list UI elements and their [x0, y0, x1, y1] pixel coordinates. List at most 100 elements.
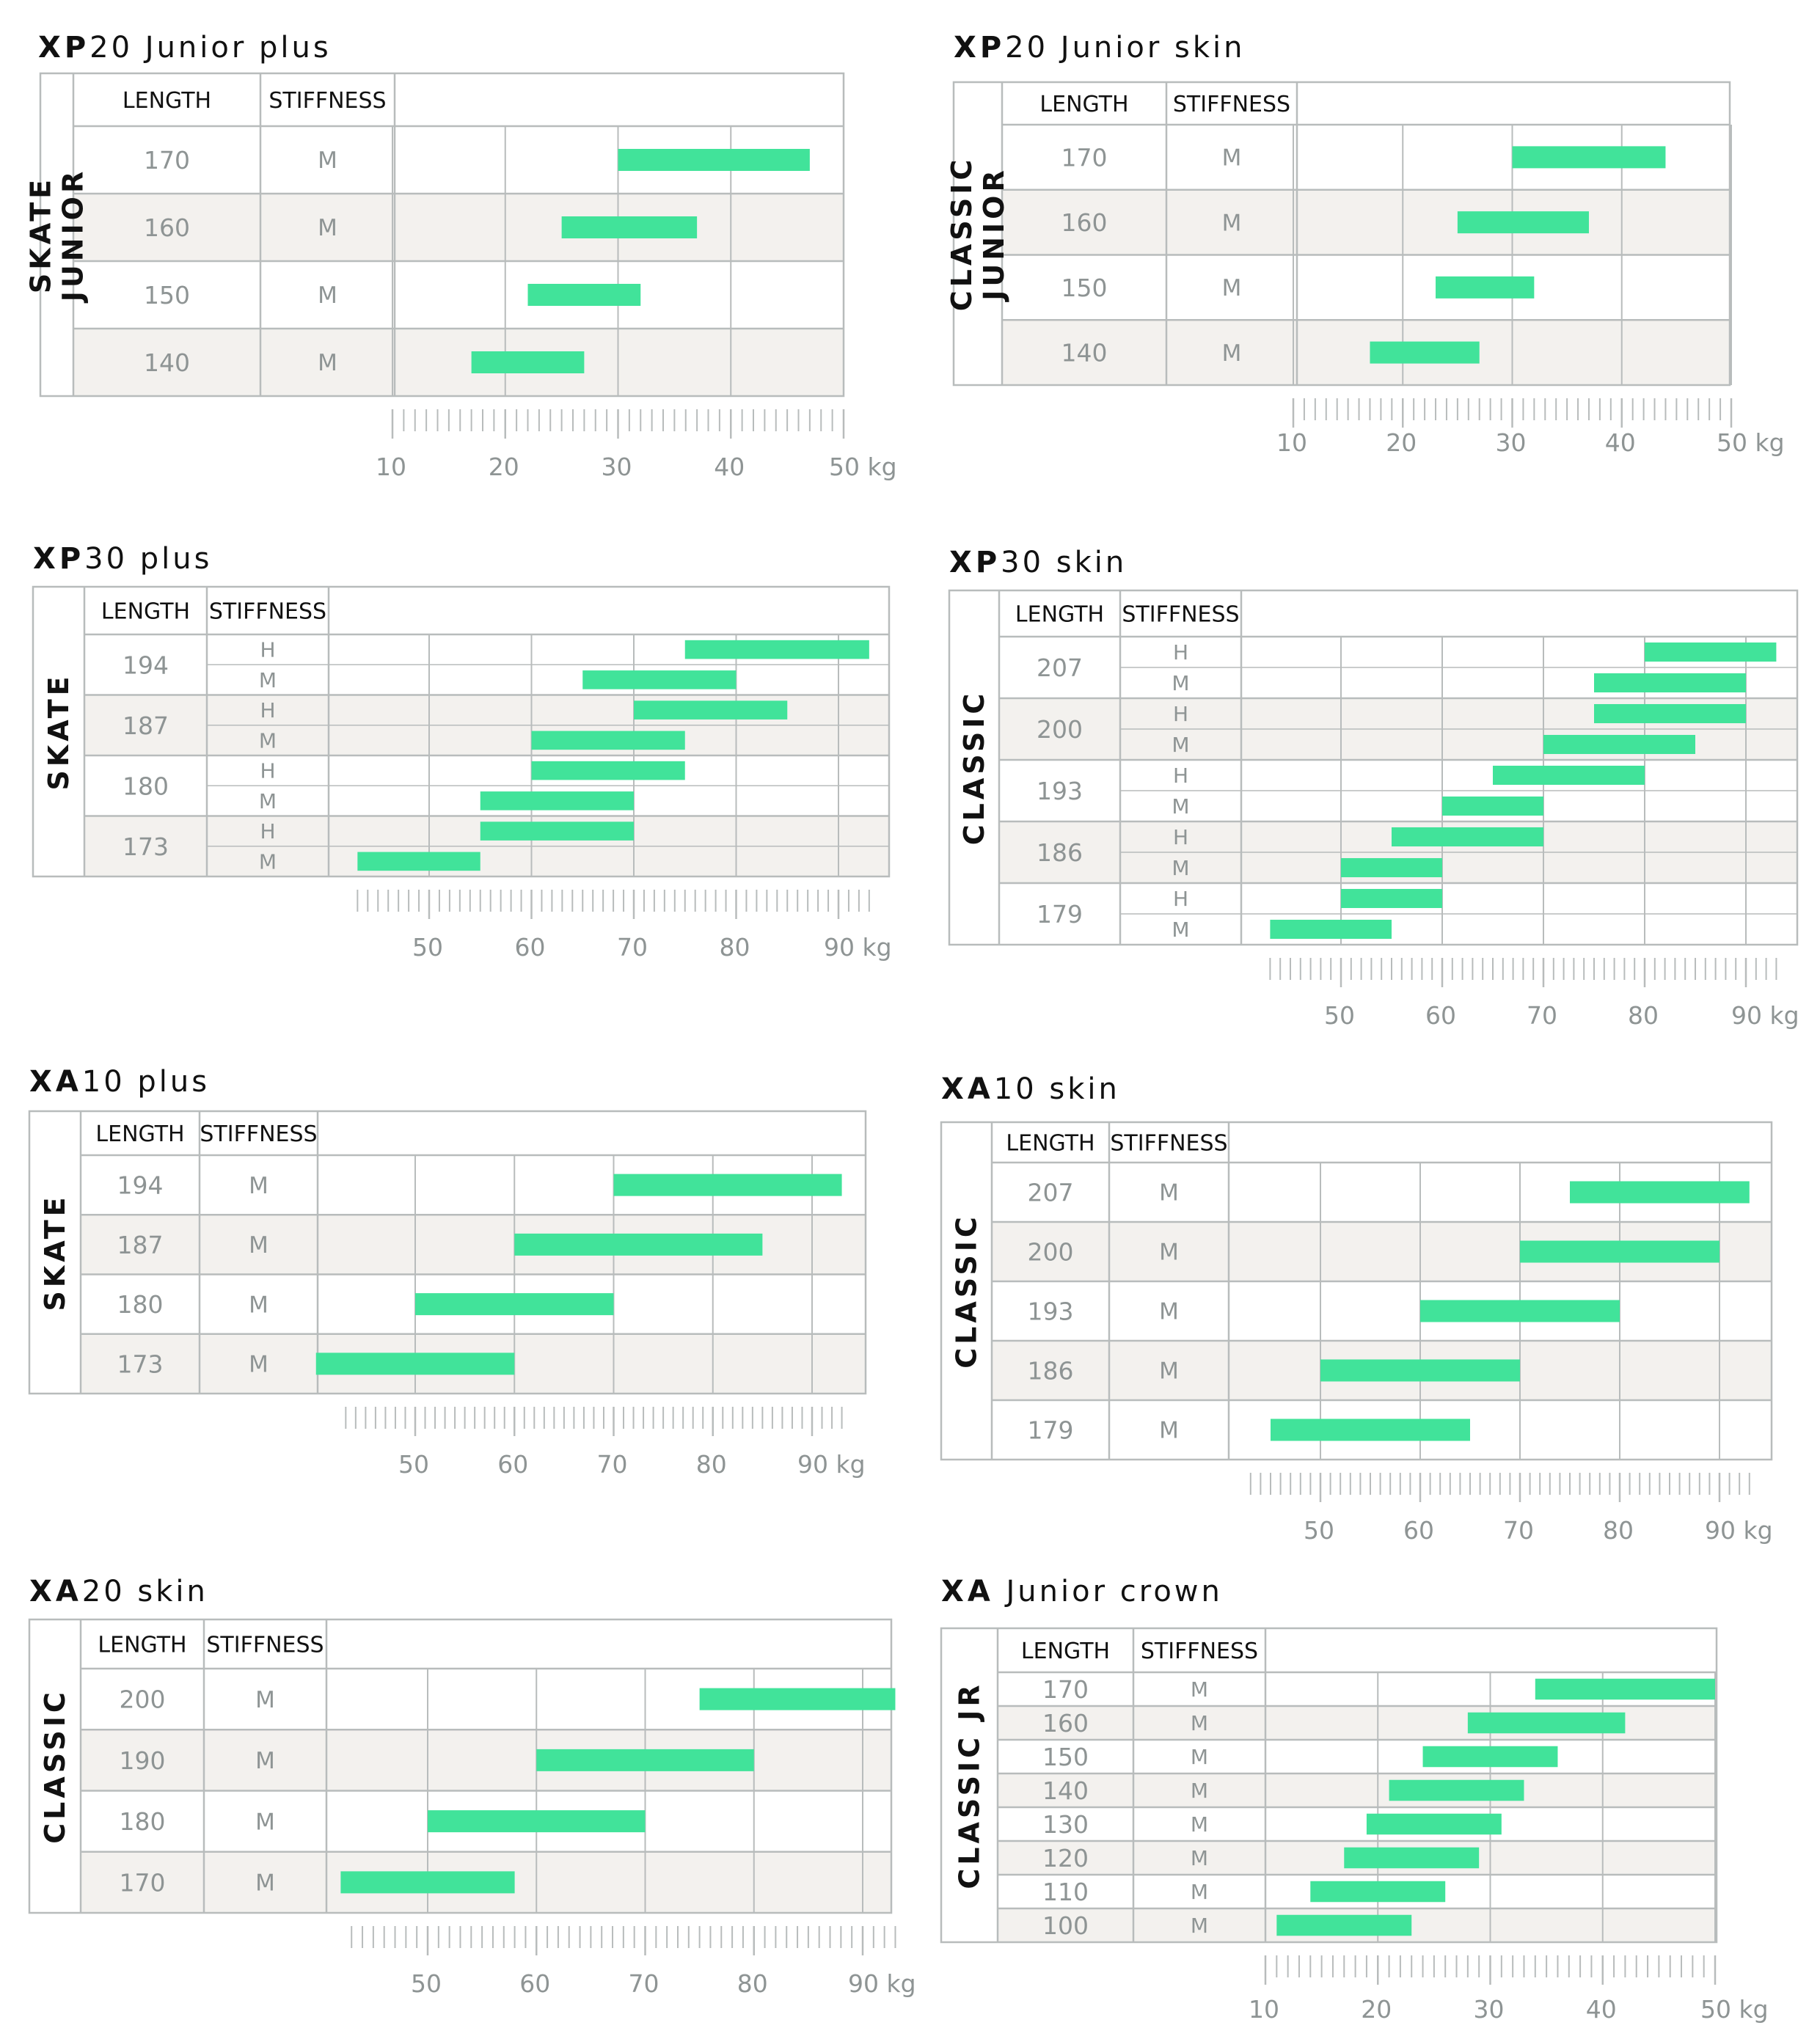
tick-label: 80 [720, 933, 750, 962]
tick-label: 60 [515, 933, 546, 962]
header-length: LENGTH [1006, 1131, 1094, 1157]
row-shade [73, 194, 844, 261]
stiffness-value: M [259, 789, 277, 813]
tick-label: 60 [497, 1450, 528, 1479]
chart-6: XA10 skin LENGTH STIFFNESS CLASSIC 207 200 193… [940, 1072, 1773, 1545]
stiffness-value: M [1191, 1846, 1208, 1870]
side-label: SKATE [39, 1193, 71, 1311]
tick-label: 90 kg [1705, 1516, 1773, 1545]
stiffness-value: M [1172, 794, 1189, 819]
tick-label: 70 [1527, 1001, 1557, 1030]
length-value: 140 [1042, 1776, 1089, 1805]
length-value: 130 [1042, 1810, 1089, 1839]
length-value: 180 [117, 1290, 164, 1319]
chart-title-variant: 20 Junior plus [89, 31, 332, 65]
weight-range-bar [1320, 1359, 1520, 1382]
weight-range-bar [1520, 1240, 1720, 1263]
chart-3: XP30 plus LENGTH STIFFNESS SKATE 194 187 180 17… [32, 542, 892, 962]
header-stiffness: STIFFNESS [1122, 602, 1239, 628]
tick-label: 60 [1403, 1516, 1434, 1545]
weight-range-bar [480, 791, 634, 810]
stiffness-value: H [1173, 887, 1188, 911]
weight-range-bar [618, 149, 810, 171]
tick-label: 30 [1496, 428, 1527, 457]
tick-label: 80 [696, 1450, 727, 1479]
header-length: LENGTH [95, 1121, 184, 1147]
stiffness-value: H [260, 819, 275, 843]
weight-range-bar [1594, 673, 1746, 693]
length-value: 207 [1028, 1179, 1074, 1207]
row-shade [1002, 320, 1730, 385]
chart-title: XA20 skin [29, 1575, 208, 1608]
table-frame [940, 1627, 1718, 1944]
stiffness-value: M [1159, 1240, 1179, 1266]
table-frame [952, 81, 1731, 387]
weight-range-bar [613, 1174, 842, 1196]
chart-title: XP20 Junior skin [954, 31, 1245, 65]
row-shade [998, 1773, 1717, 1807]
stiffness-value: M [1222, 340, 1242, 367]
chart-1: XP20 Junior plus LENGTH STIFFNESS SKATE JUNI… [25, 31, 897, 481]
tick-label: 40 [714, 453, 745, 481]
length-value: 140 [1061, 339, 1108, 367]
chart-title-variant: 20 Junior skin [1005, 31, 1245, 65]
stiffness-value: M [1159, 1418, 1179, 1444]
length-value: 170 [120, 1868, 166, 1897]
weight-range-bar [1442, 796, 1543, 816]
weight-range-bar [1370, 341, 1480, 364]
length-value: 160 [144, 213, 190, 242]
chart-8: XA Junior crown LENGTH STIFFNESS CLASSIC JR… [940, 1575, 1769, 2024]
row-shade [81, 1729, 891, 1791]
chart-title-model: XA [941, 1575, 994, 1608]
stiffness-value: M [318, 350, 337, 376]
tick-label: 70 [629, 1969, 659, 1998]
header-stiffness: STIFFNESS [1173, 92, 1290, 117]
stiffness-value: H [1173, 640, 1188, 665]
tick-label: 20 [1361, 1995, 1392, 2024]
stiffness-value: M [249, 1292, 268, 1318]
weight-range-bar [1344, 1847, 1480, 1869]
weight-range-bar [471, 351, 585, 373]
length-value: 179 [1037, 900, 1083, 929]
weight-range-bar [1392, 827, 1543, 847]
chart-title-variant: 10 skin [994, 1072, 1120, 1106]
weight-range-bar [415, 1293, 614, 1316]
length-value: 180 [120, 1807, 166, 1836]
header-length: LENGTH [1015, 602, 1104, 628]
weight-range-bar [1436, 276, 1535, 299]
tick-label: 50 kg [829, 453, 897, 481]
stiffness-value: H [1173, 825, 1188, 849]
stiffness-value: M [1191, 1779, 1208, 1803]
tick-label: 10 [1276, 428, 1307, 457]
stiffness-value: M [1172, 918, 1189, 942]
weight-range-bar [340, 1871, 515, 1894]
length-value: 170 [144, 146, 190, 175]
weight-range-bar [1276, 1914, 1412, 1936]
chart-2: XP20 Junior skin LENGTH STIFFNESS CLASSIC JU… [946, 31, 1785, 457]
stiffness-value: M [1159, 1299, 1179, 1325]
weight-range-bar [1389, 1779, 1524, 1801]
side-label: CLASSIC [951, 1213, 983, 1369]
side-label: CLASSIC [39, 1688, 71, 1844]
weight-range-bar [1645, 642, 1777, 662]
length-value: 200 [1028, 1238, 1074, 1267]
tick-label: 90 kg [848, 1969, 916, 1998]
weight-range-bar [1422, 1746, 1558, 1768]
table-frame [28, 1110, 867, 1395]
tick-label: 60 [1425, 1001, 1456, 1030]
stiffness-value: M [1191, 1880, 1208, 1904]
chart-title-variant: 20 skin [82, 1575, 208, 1608]
tick-label: 50 [1324, 1001, 1355, 1030]
tick-label: 30 [602, 453, 632, 481]
length-value: 193 [1028, 1297, 1074, 1326]
tick-label: 50 [1304, 1516, 1334, 1545]
length-value: 193 [1037, 777, 1083, 805]
weight-range-bar [527, 284, 641, 306]
length-value: 150 [1042, 1743, 1089, 1771]
stiffness-value: H [260, 638, 275, 662]
stiffness-value: M [1191, 1711, 1208, 1735]
header-stiffness: STIFFNESS [209, 599, 326, 625]
chart-5: XA10 plus LENGTH STIFFNESS SKATE 194 187 180 17… [28, 1065, 867, 1479]
stiffness-value: M [1191, 1745, 1208, 1769]
stiffness-value: M [1191, 1812, 1208, 1837]
